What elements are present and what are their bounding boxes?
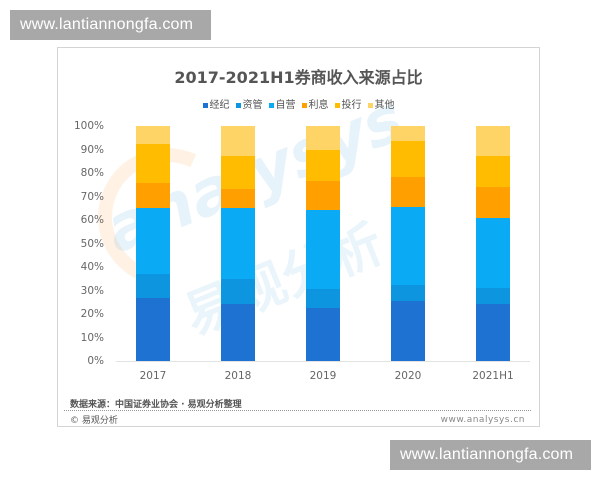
y-axis-tick-label: 70% — [80, 190, 104, 203]
bar-segment — [476, 186, 510, 218]
bar-segment — [136, 273, 170, 298]
watermark-banner-bottom: www.lantiannongfa.com — [390, 440, 591, 470]
bar-segment — [306, 150, 340, 181]
y-axis-tick-label: 90% — [80, 143, 104, 156]
bar-segment — [391, 207, 425, 286]
bar-segment — [136, 126, 170, 144]
legend-label: 资管 — [242, 100, 263, 111]
stacked-bar-2021H1 — [476, 126, 510, 361]
bar-segment — [306, 210, 340, 290]
bar-segment — [221, 189, 255, 209]
footer-divider — [64, 410, 531, 411]
bar-segment — [221, 303, 255, 361]
bar-segment — [221, 155, 255, 189]
y-axis-tick-label: 40% — [80, 261, 104, 273]
x-axis-tick-label: 2018 — [224, 370, 252, 382]
legend-item: 经纪 — [202, 96, 230, 111]
legend-label: 其他 — [374, 100, 395, 111]
y-axis-tick-label: 80% — [80, 167, 104, 179]
legend-label: 经纪 — [209, 100, 230, 111]
y-axis-tick-label: 10% — [80, 331, 104, 344]
y-axis-tick-label: 50% — [80, 237, 104, 250]
bar-segment — [221, 208, 255, 280]
chart-legend: 经纪 资管 自营 利息 投行 其他 — [58, 96, 539, 111]
bar-segment — [306, 289, 340, 308]
legend-swatch-icon — [235, 102, 241, 108]
legend-item: 资管 — [235, 96, 263, 111]
legend-swatch-icon — [202, 102, 208, 108]
legend-item: 利息 — [301, 96, 329, 111]
chart-card: analysys 易观分析 2017-2021H1券商收入来源占比 经纪资管自营… — [57, 47, 540, 427]
y-axis-tick-label: 60% — [80, 214, 104, 226]
bar-segment — [476, 287, 510, 304]
legend-label: 投行 — [341, 100, 362, 111]
bar-segment — [136, 208, 170, 274]
x-axis-line — [116, 361, 530, 362]
bar-segment — [221, 279, 255, 304]
bar-segment — [136, 143, 170, 183]
x-axis-tick-label: 2019 — [309, 370, 337, 382]
stacked-bar-2017 — [136, 126, 170, 361]
bar-segment — [476, 217, 510, 288]
x-axis-tick-label: 2017 — [139, 370, 167, 382]
bar-segment — [306, 126, 340, 151]
bar-segment — [391, 126, 425, 142]
legend-item: 自营 — [268, 96, 296, 111]
bar-segment — [136, 297, 170, 361]
bar-segment — [391, 301, 425, 361]
legend-item: 投行 — [334, 96, 362, 111]
legend-swatch-icon — [334, 102, 340, 108]
legend-label: 自营 — [275, 100, 296, 111]
y-axis-tick-label: 20% — [80, 308, 104, 320]
y-axis-tick-label: 0% — [87, 355, 104, 367]
bar-segment — [136, 182, 170, 209]
background-watermark-cn: 易观分析 — [176, 213, 392, 348]
chart-title: 2017-2021H1券商收入来源占比 — [174, 68, 423, 87]
watermark-banner-top: www.lantiannongfa.com — [10, 10, 211, 40]
bar-segment — [221, 126, 255, 156]
bar-segment — [476, 303, 510, 361]
stacked-bar-2019 — [306, 126, 340, 361]
legend-swatch-icon — [367, 102, 373, 108]
y-axis-tick-label: 30% — [80, 284, 104, 297]
bar-segment — [306, 181, 340, 211]
legend-item: 其他 — [367, 96, 395, 111]
stacked-bar-2020 — [391, 126, 425, 361]
bar-segment — [476, 155, 510, 187]
site-url: www.analysys.cn — [440, 415, 525, 425]
copyright-text: © 易观分析 — [70, 416, 118, 426]
data-source-note: 数据来源：中国证券业协会 · 易观分析整理 — [70, 400, 242, 410]
bar-segment — [391, 141, 425, 178]
legend-label: 利息 — [308, 100, 329, 111]
y-axis-tick-label: 100% — [73, 120, 104, 132]
bar-segment — [306, 307, 340, 361]
bar-segment — [391, 177, 425, 208]
legend-swatch-icon — [268, 102, 274, 108]
legend-swatch-icon — [301, 102, 307, 108]
bar-segment — [476, 126, 510, 156]
x-axis-tick-label: 2021H1 — [472, 370, 514, 382]
stacked-bar-2018 — [221, 126, 255, 361]
x-axis-tick-label: 2020 — [394, 370, 422, 382]
bar-segment — [391, 285, 425, 302]
